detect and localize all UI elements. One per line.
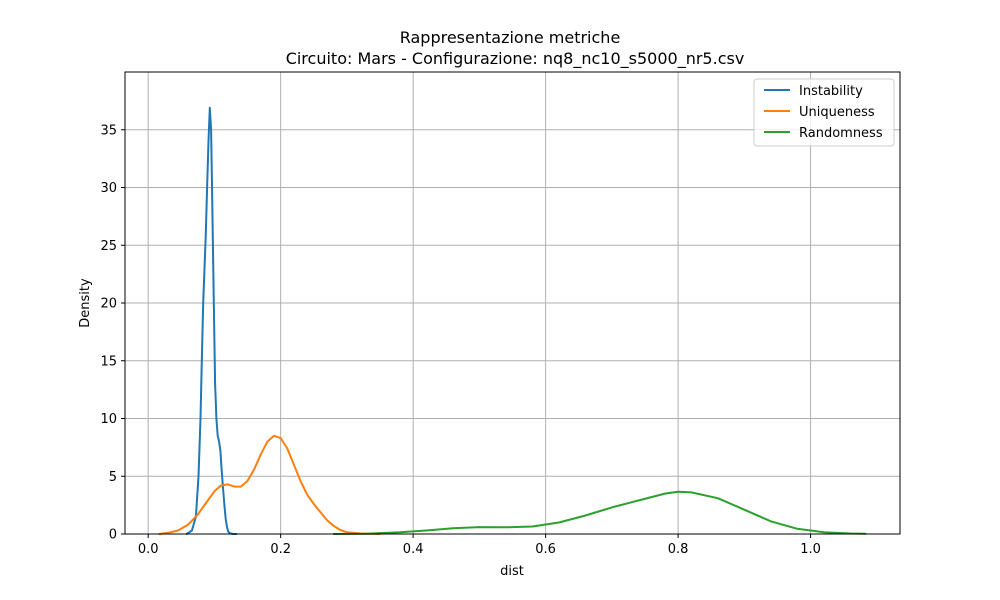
y-tick-label: 15 [100, 354, 117, 369]
y-tick-label: 30 [100, 181, 117, 196]
x-tick-label: 0.8 [668, 542, 689, 557]
chart-subtitle: Circuito: Mars - Configurazione: nq8_nc1… [286, 49, 745, 69]
y-tick-label: 20 [100, 297, 117, 312]
y-tick-label: 0 [109, 528, 117, 543]
series-line-randomness [332, 490, 867, 535]
series-lines [158, 106, 867, 535]
legend-label-instability: Instability [799, 84, 863, 99]
x-tick-label: 0.6 [535, 542, 556, 557]
x-tick-label: 1.0 [800, 542, 821, 557]
x-ticks: 0.0 0.2 0.4 0.6 0.8 1.0 [138, 534, 821, 557]
legend-label-randomness: Randomness [799, 126, 883, 141]
series-line-instability [185, 106, 238, 535]
x-tick-label: 0.4 [403, 542, 424, 557]
x-axis-label: dist [500, 564, 524, 579]
y-ticks: 0 5 10 15 20 25 30 35 [100, 123, 125, 543]
y-tick-label: 5 [109, 470, 117, 485]
chart-title: Rappresentazione metriche [400, 28, 621, 47]
x-tick-label: 0.2 [270, 542, 291, 557]
legend: Instability Uniqueness Randomness [753, 78, 895, 147]
y-tick-label: 25 [100, 239, 117, 254]
legend-label-uniqueness: Uniqueness [799, 105, 875, 120]
y-axis-label: Density [78, 278, 93, 328]
legend-box [753, 78, 895, 147]
x-tick-label: 0.0 [138, 542, 159, 557]
y-tick-label: 10 [100, 412, 117, 427]
y-tick-label: 35 [100, 123, 117, 138]
series-line-uniqueness [158, 434, 381, 535]
